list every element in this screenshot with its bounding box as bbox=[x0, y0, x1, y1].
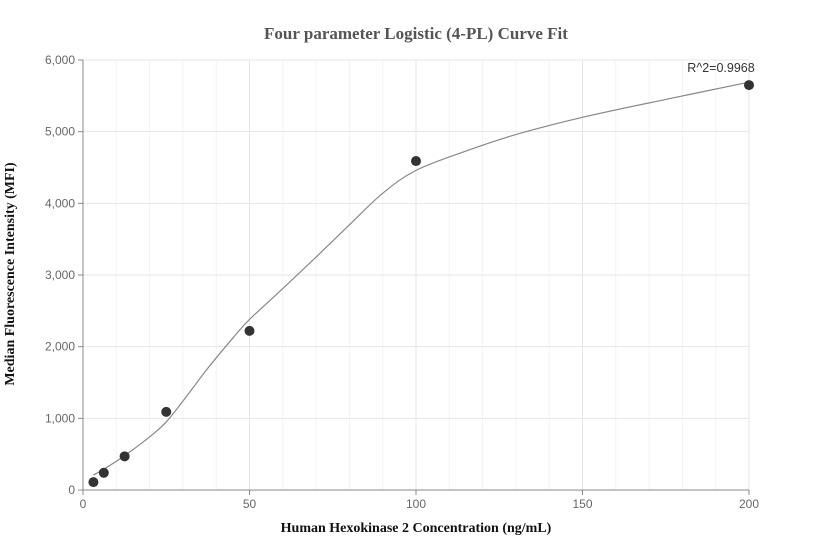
data-point bbox=[744, 80, 754, 91]
y-tick-label: 0 bbox=[68, 483, 75, 497]
y-tick-label: 4,000 bbox=[45, 196, 75, 210]
x-tick-label: 0 bbox=[80, 497, 87, 511]
data-point bbox=[119, 451, 130, 462]
chart-title: Four parameter Logistic (4-PL) Curve Fit bbox=[264, 24, 568, 43]
x-axis-label: Human Hexokinase 2 Concentration (ng/mL) bbox=[281, 521, 552, 536]
data-point bbox=[88, 477, 99, 488]
x-tick-label: 200 bbox=[739, 497, 759, 511]
y-tick-label: 5,000 bbox=[45, 125, 75, 139]
y-axis-label: Median Fluorescence Intensity (MFI) bbox=[3, 162, 18, 386]
data-points bbox=[88, 80, 754, 488]
y-tick-label: 3,000 bbox=[45, 268, 75, 282]
y-tick-label: 2,000 bbox=[45, 340, 75, 354]
x-tick-label: 150 bbox=[572, 497, 592, 511]
y-tick-label: 1,000 bbox=[45, 411, 75, 425]
data-point bbox=[98, 467, 109, 478]
grid bbox=[83, 59, 750, 490]
fit-curve-line bbox=[93, 81, 750, 476]
ticks: 0 50 100 150 200 0 1,000 2,000 3,000 4,000 5,000 6,… bbox=[45, 53, 759, 511]
data-point bbox=[244, 325, 255, 336]
r-squared-annotation: R^2=0.9968 bbox=[687, 61, 754, 75]
data-point bbox=[411, 156, 421, 167]
x-tick-label: 100 bbox=[406, 497, 426, 511]
data-point bbox=[161, 406, 172, 417]
y-tick-label: 6,000 bbox=[45, 53, 75, 67]
x-tick-label: 50 bbox=[243, 497, 257, 511]
